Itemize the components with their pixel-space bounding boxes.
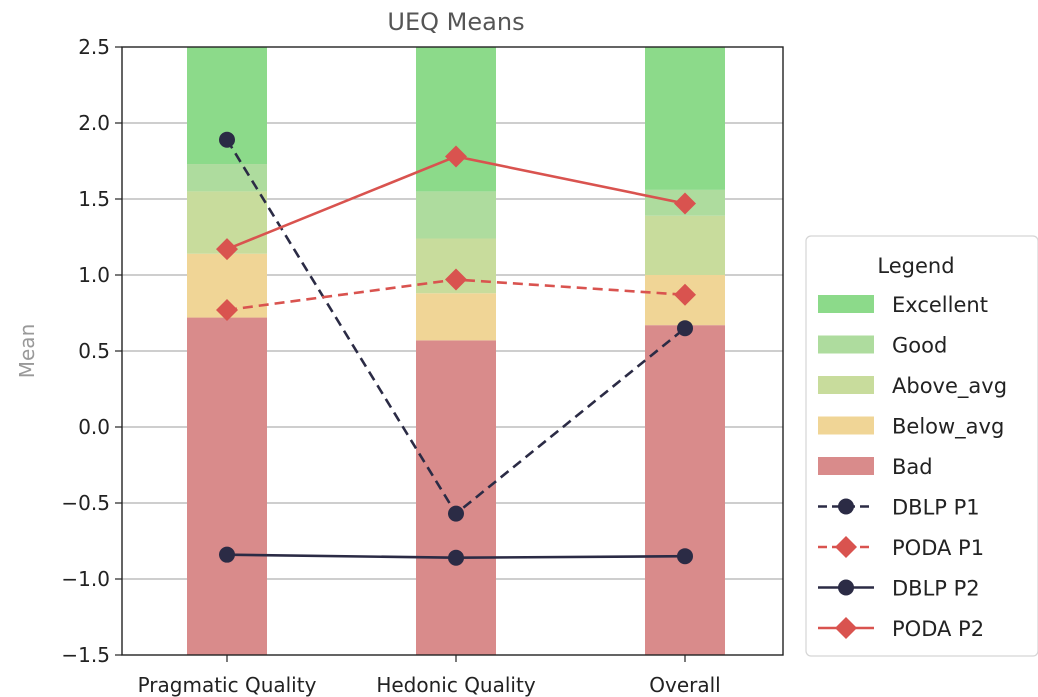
point-dblp-p1-hedonic-quality: [448, 505, 464, 522]
y-tick-label: 2.5: [78, 35, 110, 59]
y-tick-label: −1.0: [61, 567, 110, 591]
legend-marker-poda-p1: [835, 536, 857, 558]
bar-bad-hedonic-quality: [416, 340, 496, 655]
point-poda-p2-hedonic-quality: [445, 145, 467, 168]
point-dblp-p1-pragmatic-quality: [219, 131, 235, 148]
bar-bad-pragmatic-quality: [187, 317, 267, 655]
legend-label-dblp-p1: DBLP P1: [892, 496, 980, 520]
x-tick-label: Hedonic Quality: [376, 673, 535, 697]
point-poda-p1-pragmatic-quality: [216, 298, 238, 321]
bar-above-avg-overall: [645, 215, 725, 275]
point-poda-p1-hedonic-quality: [445, 268, 467, 291]
legend-swatch-good: [818, 335, 874, 354]
y-axis-label: Mean: [15, 324, 39, 379]
y-tick-label: 0.5: [78, 339, 110, 363]
x-tick-label: Overall: [649, 673, 720, 697]
legend-label-dblp-p2: DBLP P2: [892, 577, 980, 601]
legend-swatch-below-avg: [818, 416, 874, 435]
legend-swatch-bad: [818, 457, 874, 475]
bar-below-avg-hedonic-quality: [416, 293, 496, 341]
bar-good-hedonic-quality: [416, 191, 496, 239]
y-tick-label: −0.5: [61, 491, 110, 515]
point-dblp-p2-overall: [677, 548, 693, 565]
legend-title: Legend: [877, 254, 954, 278]
point-poda-p1-overall: [674, 283, 696, 306]
legend-marker-dblp-p2: [838, 579, 854, 596]
legend-marker-dblp-p1: [838, 498, 854, 515]
bar-excellent-hedonic-quality: [416, 47, 496, 192]
chart-title: UEQ Means: [387, 8, 524, 36]
legend-swatch-excellent: [818, 295, 874, 313]
legend-label-poda-p1: PODA P1: [892, 536, 984, 560]
point-poda-p2-pragmatic-quality: [216, 238, 238, 261]
legend-label-excellent: Excellent: [892, 293, 988, 317]
bar-excellent-overall: [645, 47, 725, 190]
point-dblp-p1-overall: [677, 320, 693, 337]
series-lines: [216, 131, 696, 566]
legend-marker-poda-p2: [835, 617, 857, 639]
legend-label-below-avg: Below_avg: [892, 415, 1004, 440]
legend-label-poda-p2: PODA P2: [892, 617, 984, 641]
y-tick-label: 2.0: [78, 111, 110, 135]
legend-label-good: Good: [892, 334, 947, 358]
bar-bad-overall: [645, 325, 725, 655]
y-tick-label: 1.0: [78, 263, 110, 287]
legend-label-bad: Bad: [892, 455, 933, 479]
axes: −1.5 −1.0 −0.5 0.0 0.5 1.0 1.5 2.0 2.5 Pragmatic …: [61, 35, 784, 697]
y-tick-label: 1.5: [78, 187, 110, 211]
point-poda-p2-overall: [674, 192, 696, 215]
x-tick-label: Pragmatic Quality: [138, 673, 317, 697]
legend: Legend Excellent Good Above_avg Below_avg Bad…: [805, 235, 1038, 657]
legend-swatch-above-avg: [818, 376, 874, 394]
point-dblp-p2-pragmatic-quality: [219, 546, 235, 563]
plot-frame: [121, 46, 784, 656]
point-dblp-p2-hedonic-quality: [448, 549, 464, 566]
legend-label-above-avg: Above_avg: [892, 374, 1007, 399]
y-tick-label: 0.0: [78, 415, 110, 439]
y-tick-label: −1.5: [61, 643, 110, 667]
bar-good-pragmatic-quality: [187, 164, 267, 192]
